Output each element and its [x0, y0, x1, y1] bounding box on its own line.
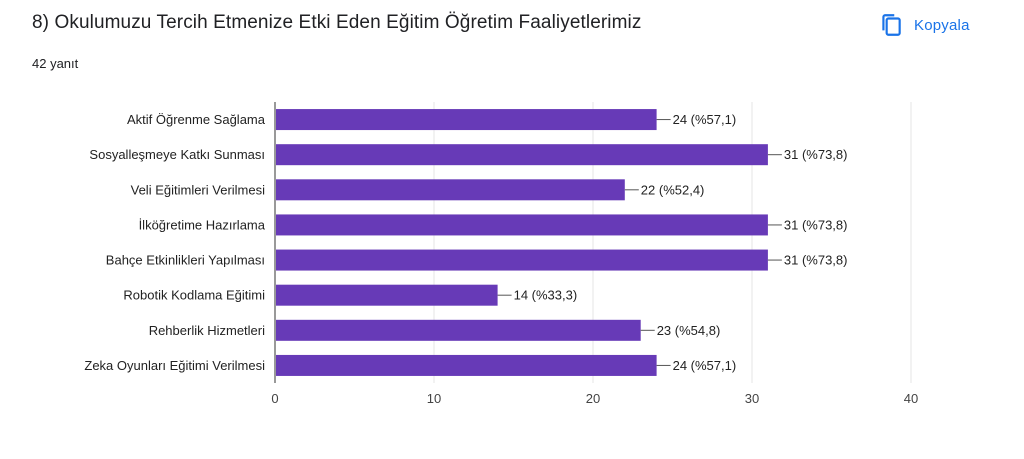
- category-label: Zeka Oyunları Eğitimi Verilmesi: [84, 358, 265, 373]
- value-label: 14 (%33,3): [514, 288, 578, 303]
- x-tick-label: 10: [427, 391, 441, 406]
- bar: [276, 284, 498, 306]
- value-label: 22 (%52,4): [641, 182, 705, 197]
- category-label: Veli Eğitimleri Verilmesi: [131, 182, 265, 197]
- bar: [276, 179, 625, 201]
- response-count: 42 yanıt: [32, 56, 79, 71]
- bar: [276, 319, 641, 341]
- question-title: 8) Okulumuzu Tercih Etmenize Etki Eden E…: [32, 12, 642, 33]
- category-label: Aktif Öğrenme Sağlama: [127, 112, 266, 127]
- category-label: Robotik Kodlama Eğitimi: [123, 288, 265, 303]
- value-label: 24 (%57,1): [673, 112, 737, 127]
- x-tick-label: 0: [271, 391, 278, 406]
- category-label: Rehberlik Hizmetleri: [149, 323, 265, 338]
- value-label: 31 (%73,8): [784, 147, 848, 162]
- value-label: 31 (%73,8): [784, 217, 848, 232]
- bar-chart: 0 10 20 30 40 Aktif Öğrenme Sağlama 24 (%57,1)…: [84, 102, 918, 406]
- copy-button-label: Kopyala: [914, 16, 970, 34]
- value-label: 24 (%57,1): [673, 358, 737, 373]
- bar: [276, 144, 768, 166]
- category-label: Sosyalleşmeye Katkı Sunması: [89, 147, 265, 162]
- x-tick-label: 40: [904, 391, 918, 406]
- copy-icon: [882, 14, 901, 36]
- value-label: 23 (%54,8): [657, 323, 721, 338]
- bar: [276, 354, 657, 376]
- x-tick-label: 20: [586, 391, 600, 406]
- bar: [276, 214, 768, 236]
- bar: [276, 249, 768, 271]
- bar: [276, 109, 657, 131]
- category-label: Bahçe Etkinlikleri Yapılması: [106, 253, 265, 268]
- x-tick-label: 30: [745, 391, 759, 406]
- copy-button[interactable]: Kopyala: [872, 8, 976, 42]
- value-label: 31 (%73,8): [784, 253, 848, 268]
- category-label: İlköğretime Hazırlama: [139, 217, 266, 232]
